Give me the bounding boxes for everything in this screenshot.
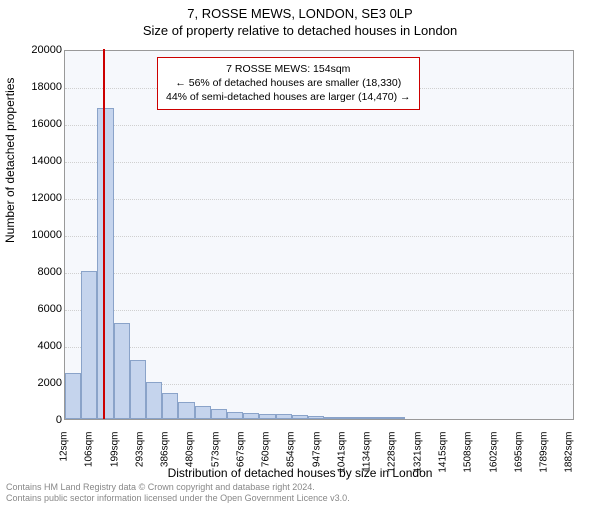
- histogram-bar: [211, 409, 227, 419]
- histogram-bar: [195, 406, 211, 419]
- annotation-line2: ← 56% of detached houses are smaller (18…: [166, 76, 411, 90]
- histogram-bar: [162, 393, 178, 419]
- histogram-bar: [389, 417, 405, 419]
- histogram-bar: [178, 402, 194, 419]
- x-tick-label: 1321sqm: [412, 432, 423, 482]
- x-tick-label: 573sqm: [210, 432, 221, 482]
- gridline: [65, 273, 573, 274]
- x-tick-label: 1415sqm: [437, 432, 448, 482]
- histogram-bar: [373, 417, 389, 419]
- histogram-bar: [97, 108, 113, 419]
- histogram-bar: [243, 413, 259, 419]
- chart-title-address: 7, ROSSE MEWS, LONDON, SE3 0LP: [0, 6, 600, 21]
- histogram-bar: [276, 414, 292, 419]
- histogram-bar: [308, 416, 324, 419]
- property-marker-line: [103, 49, 105, 419]
- y-tick-label: 16000: [22, 118, 62, 130]
- histogram-bar: [227, 412, 243, 419]
- x-tick-label: 106sqm: [84, 432, 95, 482]
- y-tick-label: 10000: [22, 229, 62, 241]
- y-tick-label: 12000: [22, 192, 62, 204]
- histogram-bar: [81, 271, 97, 419]
- x-tick-label: 1041sqm: [336, 432, 347, 482]
- x-tick-label: 199sqm: [109, 432, 120, 482]
- histogram-bar: [130, 360, 146, 419]
- x-tick-label: 1508sqm: [463, 432, 474, 482]
- x-tick-label: 386sqm: [160, 432, 171, 482]
- footer-line2: Contains public sector information licen…: [6, 493, 350, 504]
- x-tick-label: 1228sqm: [387, 432, 398, 482]
- x-tick-label: 293sqm: [134, 432, 145, 482]
- histogram-bar: [65, 373, 81, 419]
- chart-title-subtitle: Size of property relative to detached ho…: [0, 23, 600, 38]
- annotation-line1: 7 ROSSE MEWS: 154sqm: [166, 62, 411, 76]
- gridline: [65, 347, 573, 348]
- y-tick-label: 0: [22, 414, 62, 426]
- gridline: [65, 199, 573, 200]
- gridline: [65, 125, 573, 126]
- y-tick-label: 14000: [22, 155, 62, 167]
- x-tick-label: 1602sqm: [488, 432, 499, 482]
- annotation-box: 7 ROSSE MEWS: 154sqm← 56% of detached ho…: [157, 57, 420, 110]
- x-tick-label: 667sqm: [235, 432, 246, 482]
- y-tick-label: 4000: [22, 340, 62, 352]
- y-tick-label: 2000: [22, 377, 62, 389]
- annotation-line3: 44% of semi-detached houses are larger (…: [166, 90, 411, 104]
- y-tick-label: 20000: [22, 44, 62, 56]
- gridline: [65, 236, 573, 237]
- y-tick-label: 6000: [22, 303, 62, 315]
- footer-line1: Contains HM Land Registry data © Crown c…: [6, 482, 350, 493]
- x-tick-label: 1789sqm: [539, 432, 550, 482]
- y-tick-label: 8000: [22, 266, 62, 278]
- x-tick-label: 947sqm: [311, 432, 322, 482]
- y-tick-label: 18000: [22, 81, 62, 93]
- histogram-bar: [259, 414, 275, 419]
- histogram-bar: [292, 415, 308, 419]
- x-tick-label: 760sqm: [261, 432, 272, 482]
- x-tick-label: 854sqm: [286, 432, 297, 482]
- footer-attribution: Contains HM Land Registry data © Crown c…: [6, 482, 350, 504]
- x-tick-label: 1134sqm: [362, 432, 373, 482]
- x-tick-label: 12sqm: [59, 432, 70, 482]
- histogram-bar: [146, 382, 162, 419]
- x-tick-label: 1882sqm: [564, 432, 575, 482]
- gridline: [65, 310, 573, 311]
- y-axis-label: Number of detached properties: [3, 78, 17, 243]
- x-tick-label: 1695sqm: [513, 432, 524, 482]
- histogram-bar: [114, 323, 130, 419]
- histogram-bar: [341, 417, 357, 419]
- x-tick-label: 480sqm: [185, 432, 196, 482]
- histogram-bar: [324, 417, 340, 419]
- gridline: [65, 162, 573, 163]
- chart-plot-area: 7 ROSSE MEWS: 154sqm← 56% of detached ho…: [64, 50, 574, 420]
- histogram-bar: [357, 417, 373, 419]
